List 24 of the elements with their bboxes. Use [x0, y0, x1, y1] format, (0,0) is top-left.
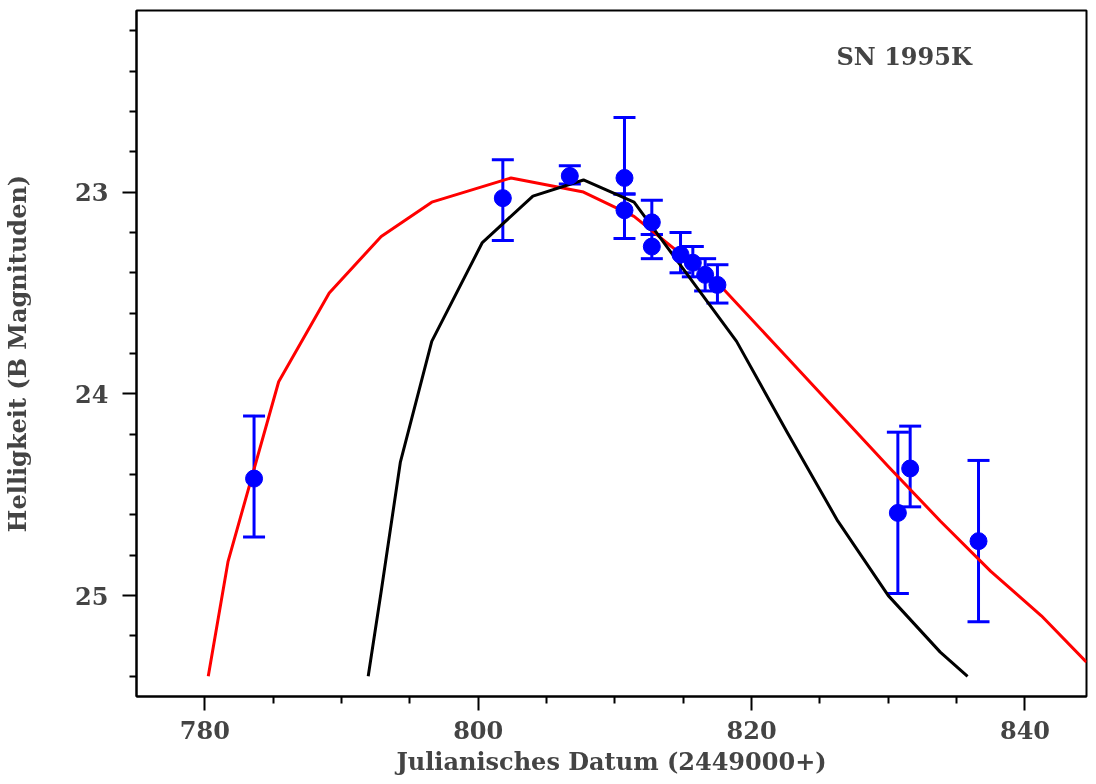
- annotation: SN 1995K: [836, 42, 973, 71]
- line-series: [206, 176, 1087, 678]
- point: [683, 253, 702, 272]
- point: [615, 201, 634, 220]
- point: [708, 275, 727, 294]
- y-tick-label: 24: [75, 379, 109, 409]
- point: [245, 469, 264, 488]
- point: [671, 245, 690, 264]
- y-tick-label: 23: [75, 178, 109, 208]
- point: [493, 189, 512, 208]
- x-tick-label: 820: [726, 715, 777, 745]
- x-tick-label: 780: [179, 715, 230, 745]
- x-tick-label: 840: [999, 715, 1051, 745]
- y-tick-label: 25: [75, 581, 109, 611]
- x-tick-label: 800: [453, 715, 504, 745]
- point: [615, 168, 634, 187]
- point: [696, 265, 715, 284]
- x-axis-title: Julianisches Datum (2449000+): [394, 746, 827, 776]
- point: [888, 503, 907, 522]
- point: [901, 459, 920, 478]
- line-series: [366, 178, 970, 678]
- point: [642, 213, 661, 232]
- y-axis-title: Helligkeit (B Magnituden): [3, 174, 33, 533]
- point: [969, 532, 988, 551]
